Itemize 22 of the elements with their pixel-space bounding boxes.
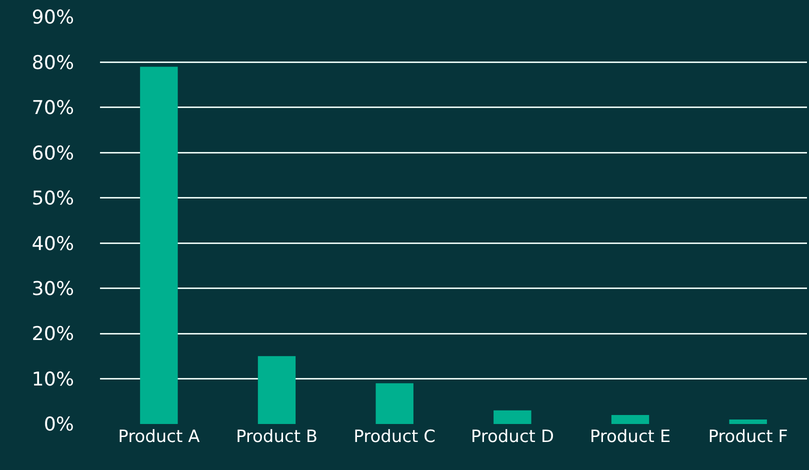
x-tick-label: Product D	[470, 427, 554, 447]
y-tick-label: 80%	[32, 52, 74, 74]
y-tick-label: 60%	[32, 142, 74, 164]
bar	[494, 410, 532, 424]
bar	[140, 66, 178, 424]
y-tick-label: 50%	[32, 188, 74, 210]
y-tick-label: 20%	[32, 323, 74, 346]
bar	[376, 383, 414, 424]
bar	[258, 356, 296, 424]
y-tick-label: 0%	[44, 414, 74, 436]
y-tick-label: 10%	[32, 368, 74, 390]
y-tick-label: 30%	[32, 278, 74, 300]
bar	[611, 414, 650, 424]
y-tick-label: 90%	[32, 6, 74, 29]
x-tick-label: Product B	[236, 427, 318, 447]
x-tick-label: Product E	[590, 427, 671, 447]
x-tick-label: Product A	[118, 427, 200, 447]
y-tick-label: 40%	[32, 232, 74, 255]
x-tick-label: Product F	[708, 427, 788, 447]
bar	[729, 419, 767, 424]
y-tick-label: 70%	[32, 97, 74, 120]
x-tick-label: Product C	[354, 427, 436, 447]
